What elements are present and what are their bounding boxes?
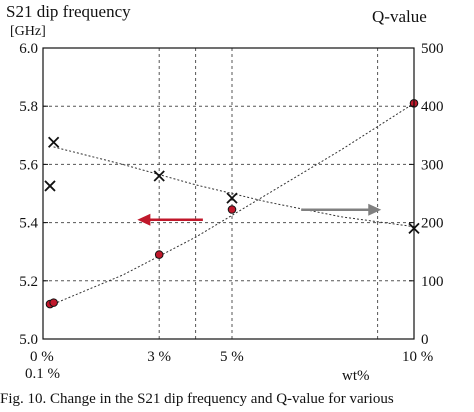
x-axis-label: wt% bbox=[342, 368, 370, 384]
q-value-point bbox=[44, 180, 56, 192]
figure-caption: Fig. 10. Change in the S21 dip frequency… bbox=[0, 391, 394, 407]
y-left-tick-label: 5.2 bbox=[19, 274, 38, 290]
x-tick-label: 0.1 % bbox=[25, 366, 60, 382]
q-value-point bbox=[48, 136, 60, 148]
x-tick-label: 10 % bbox=[402, 349, 433, 365]
tick-labels: 5.0 5.2 5.4 5.6 5.8 6.0 0 100 200 300 400 500 0 %0.1… bbox=[19, 41, 443, 382]
plot-frame bbox=[42, 47, 415, 340]
y-left-tick-label: 5.0 bbox=[19, 332, 38, 348]
left-axis-title: S21 dip frequency bbox=[6, 2, 131, 21]
y-right-tick-label: 500 bbox=[421, 41, 444, 57]
x-tick-label: 3 % bbox=[147, 349, 171, 365]
trend-curve-left bbox=[49, 102, 415, 306]
q-value-point bbox=[153, 170, 165, 182]
q-value-point bbox=[226, 192, 238, 204]
x-tick-label: 0 % bbox=[30, 349, 54, 365]
y-right-tick-label: 0 bbox=[421, 332, 429, 348]
gridlines bbox=[43, 48, 414, 339]
y-left-tick-label: 5.6 bbox=[19, 157, 38, 173]
trend-lines bbox=[49, 102, 415, 306]
y-left-tick-label: 5.8 bbox=[19, 99, 38, 115]
left-axis-unit: [GHz] bbox=[10, 24, 46, 39]
arrow-head bbox=[368, 203, 382, 216]
arrows bbox=[137, 203, 382, 226]
right-axis-title: Q-value bbox=[372, 7, 427, 26]
y-left-tick-label: 6.0 bbox=[19, 41, 38, 57]
y-right-tick-label: 200 bbox=[421, 216, 444, 232]
y-left-tick-label: 5.4 bbox=[19, 216, 38, 232]
y-right-tick-label: 100 bbox=[421, 274, 444, 290]
frequency-point bbox=[154, 250, 164, 259]
chart: S21 dip frequency [GHz] Q-value wt% 5.05… bbox=[6, 2, 444, 384]
y-right-tick-label: 300 bbox=[421, 157, 444, 173]
frequency-point bbox=[227, 205, 237, 214]
y-right-tick-label: 400 bbox=[421, 99, 444, 115]
arrow-head bbox=[137, 213, 151, 226]
frequency-point bbox=[49, 298, 58, 307]
trend-curve-right bbox=[53, 146, 415, 228]
x-tick-label: 5 % bbox=[220, 349, 244, 365]
